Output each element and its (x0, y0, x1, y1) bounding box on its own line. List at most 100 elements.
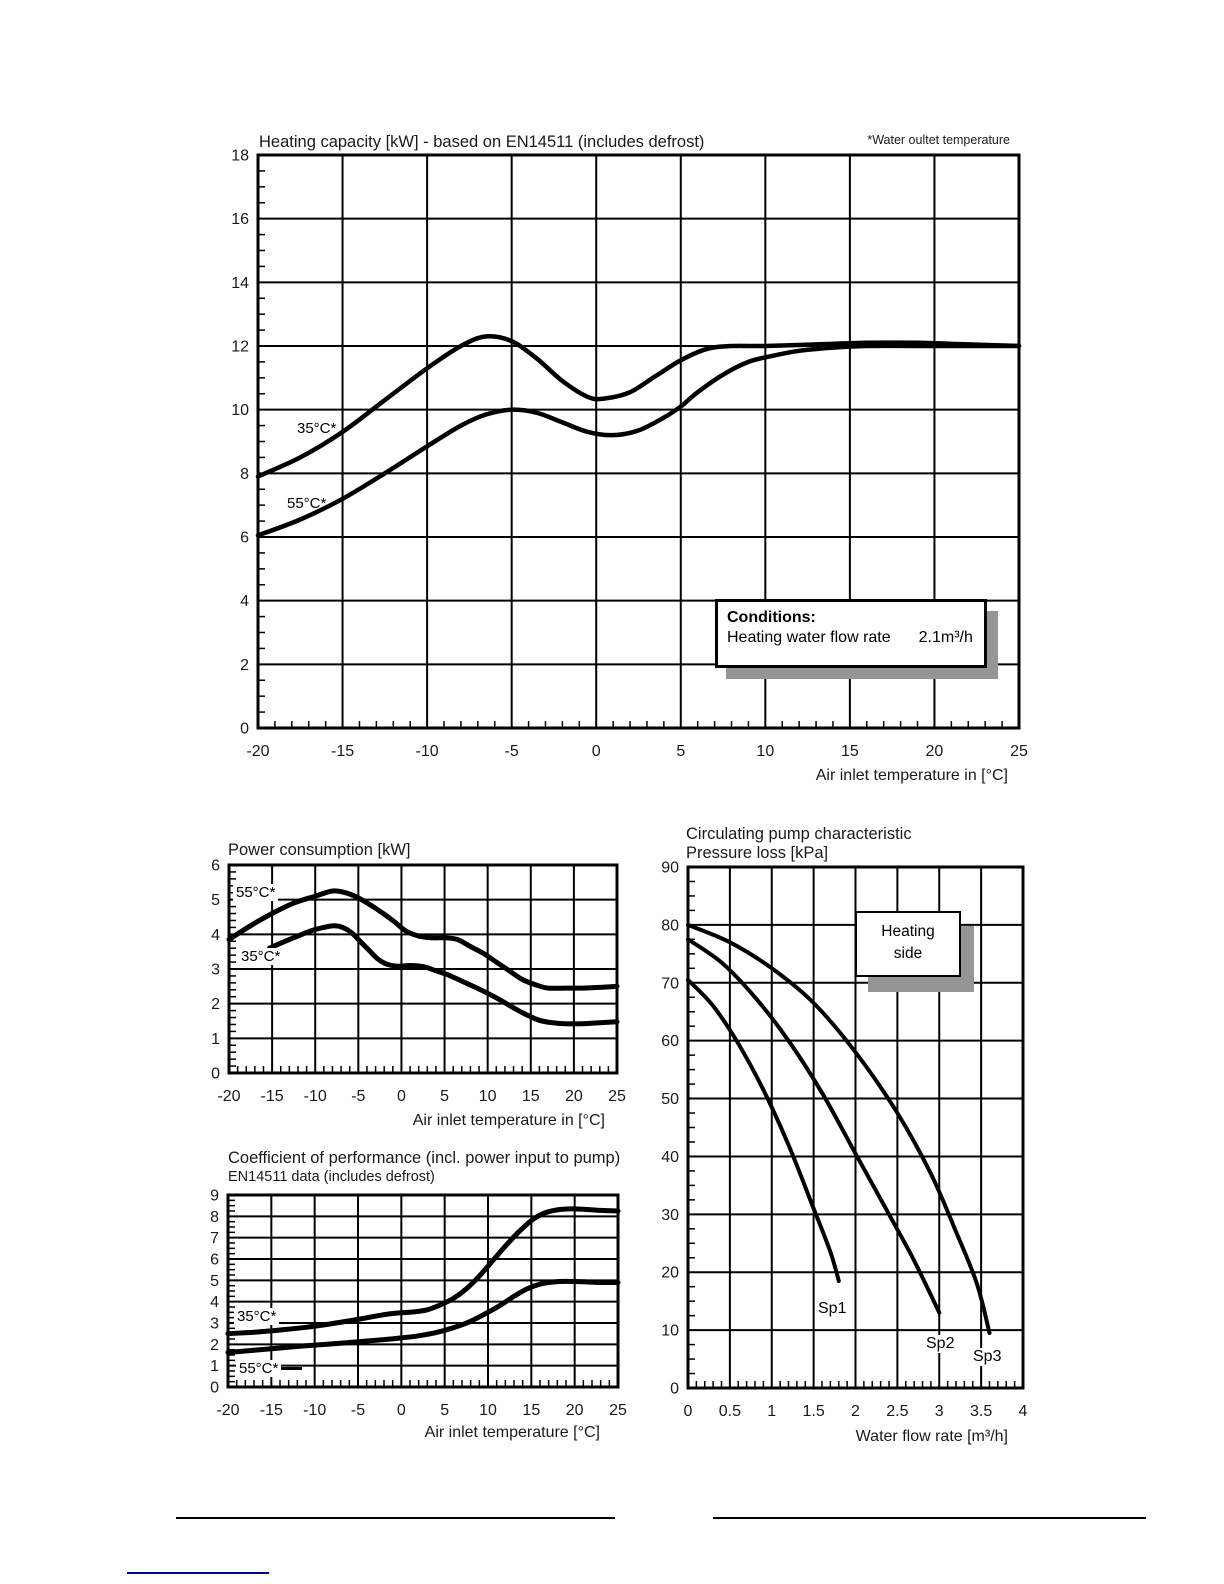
svg-text:6: 6 (211, 858, 220, 875)
power-x-axis-title: Air inlet temperature in [°C] (412, 1112, 605, 1129)
svg-text:1: 1 (767, 1403, 776, 1420)
svg-text:0: 0 (210, 1380, 219, 1397)
conditions-value: 2.1m³/h (918, 629, 973, 646)
svg-text:5: 5 (676, 743, 685, 760)
svg-text:5: 5 (440, 1088, 449, 1105)
svg-text:2.5: 2.5 (886, 1403, 908, 1420)
svg-text:4: 4 (210, 1294, 219, 1311)
footer-rule-left (176, 1517, 615, 1519)
heating-curve-label-35c: 35°C* (297, 420, 337, 437)
svg-text:-15: -15 (260, 1402, 283, 1419)
heating-chart-title: Heating capacity [kW] - based on EN14511… (259, 133, 705, 151)
svg-text:0: 0 (592, 743, 601, 760)
svg-text:8: 8 (240, 466, 249, 483)
pump-chart-title: Circulating pump characteristic (686, 825, 912, 843)
svg-text:0.5: 0.5 (719, 1403, 741, 1420)
pump-curve-label-sp1: Sp1 (818, 1300, 847, 1317)
svg-text:50: 50 (661, 1091, 679, 1108)
svg-text:2: 2 (211, 996, 220, 1013)
svg-text:14: 14 (231, 275, 249, 292)
svg-text:1: 1 (210, 1358, 219, 1375)
footnote-underline (127, 1572, 269, 1574)
cop-chart-subtitle: EN14511 data (includes defrost) (228, 1169, 435, 1185)
svg-text:4: 4 (240, 593, 249, 610)
cop-chart-title: Coefficient of performance (incl. power … (228, 1149, 621, 1167)
power-chart-title: Power consumption [kW] (228, 841, 411, 859)
svg-text:0: 0 (397, 1402, 406, 1419)
heating-side-box: Heating side (855, 911, 961, 977)
heating-side-line1: Heating (881, 923, 935, 940)
svg-text:-10: -10 (303, 1402, 326, 1419)
svg-text:9: 9 (210, 1188, 219, 1205)
cop-curve-label-55c: 55°C* (236, 1360, 282, 1377)
conditions-heading: Conditions: (727, 609, 816, 626)
cop-chart: -20 -15 -10 -5 0 5 10 15 20 25 0 1 2 3 4 5 6 7 8 9 (210, 1188, 627, 1420)
svg-text:3.5: 3.5 (970, 1403, 992, 1420)
heating-side-line2: side (893, 945, 923, 963)
svg-text:15: 15 (522, 1402, 540, 1419)
svg-text:2: 2 (240, 657, 249, 674)
svg-text:-10: -10 (416, 743, 439, 760)
svg-text:16: 16 (231, 211, 249, 228)
svg-text:40: 40 (661, 1149, 679, 1166)
svg-text:4: 4 (211, 927, 220, 944)
conditions-label: Heating water flow rate (727, 629, 891, 646)
water-outlet-note: *Water oultet temperature (867, 133, 1010, 147)
svg-text:10: 10 (479, 1402, 497, 1419)
svg-text:25: 25 (608, 1088, 626, 1105)
svg-text:-20: -20 (216, 1402, 239, 1419)
svg-text:10: 10 (231, 402, 249, 419)
svg-text:25: 25 (1010, 743, 1028, 760)
svg-text:-20: -20 (246, 743, 269, 760)
svg-text:-5: -5 (505, 743, 519, 760)
svg-text:15: 15 (841, 743, 859, 760)
svg-text:12: 12 (231, 339, 249, 356)
svg-text:5: 5 (210, 1273, 219, 1290)
svg-text:6: 6 (240, 530, 249, 547)
svg-text:2: 2 (210, 1337, 219, 1354)
power-curve-label-35c: 35°C* (238, 948, 284, 965)
power-consumption-chart: -20 -15 -10 -5 0 5 10 15 20 25 0 1 2 3 4 5 6 (211, 858, 626, 1106)
svg-text:10: 10 (479, 1088, 497, 1105)
svg-text:1: 1 (211, 1031, 220, 1048)
svg-text:0: 0 (240, 721, 249, 738)
svg-text:6: 6 (210, 1252, 219, 1269)
svg-text:-10: -10 (304, 1088, 327, 1105)
conditions-box: Conditions: Heating water flow rate 2.1m… (715, 599, 987, 668)
svg-text:10: 10 (756, 743, 774, 760)
footer-rule-right (713, 1517, 1146, 1519)
svg-text:0: 0 (397, 1088, 406, 1105)
svg-text:-15: -15 (261, 1088, 284, 1105)
svg-text:30: 30 (661, 1207, 679, 1224)
svg-text:3: 3 (210, 1316, 219, 1333)
svg-text:-15: -15 (331, 743, 354, 760)
cop-x-axis-title: Air inlet temperature [°C] (424, 1424, 600, 1441)
svg-text:25: 25 (609, 1402, 627, 1419)
svg-text:20: 20 (926, 743, 944, 760)
svg-text:10: 10 (661, 1323, 679, 1340)
svg-text:18: 18 (231, 148, 249, 165)
svg-text:-5: -5 (351, 1088, 365, 1105)
svg-text:15: 15 (522, 1088, 540, 1105)
svg-text:4: 4 (1019, 1403, 1028, 1420)
cop-label-leader-line (281, 1367, 302, 1370)
svg-text:3: 3 (935, 1403, 944, 1420)
svg-text:60: 60 (661, 1033, 679, 1050)
pump-chart-subtitle: Pressure loss [kPa] (686, 844, 829, 862)
pump-curve-label-sp2: Sp2 (923, 1335, 958, 1353)
svg-text:0: 0 (684, 1403, 693, 1420)
svg-text:80: 80 (661, 917, 679, 934)
svg-text:5: 5 (211, 892, 220, 909)
svg-text:2: 2 (851, 1403, 860, 1420)
svg-text:90: 90 (661, 860, 679, 877)
svg-text:20: 20 (566, 1402, 584, 1419)
svg-text:0: 0 (670, 1381, 679, 1398)
heating-x-axis-title: Air inlet temperature in [°C] (815, 767, 1008, 784)
power-curve-label-55c: 55°C* (233, 884, 279, 901)
svg-text:3: 3 (211, 962, 220, 979)
heating-curve-label-55c: 55°C* (287, 495, 327, 512)
svg-text:-5: -5 (351, 1402, 365, 1419)
svg-text:-20: -20 (217, 1088, 240, 1105)
svg-text:1.5: 1.5 (803, 1403, 825, 1420)
